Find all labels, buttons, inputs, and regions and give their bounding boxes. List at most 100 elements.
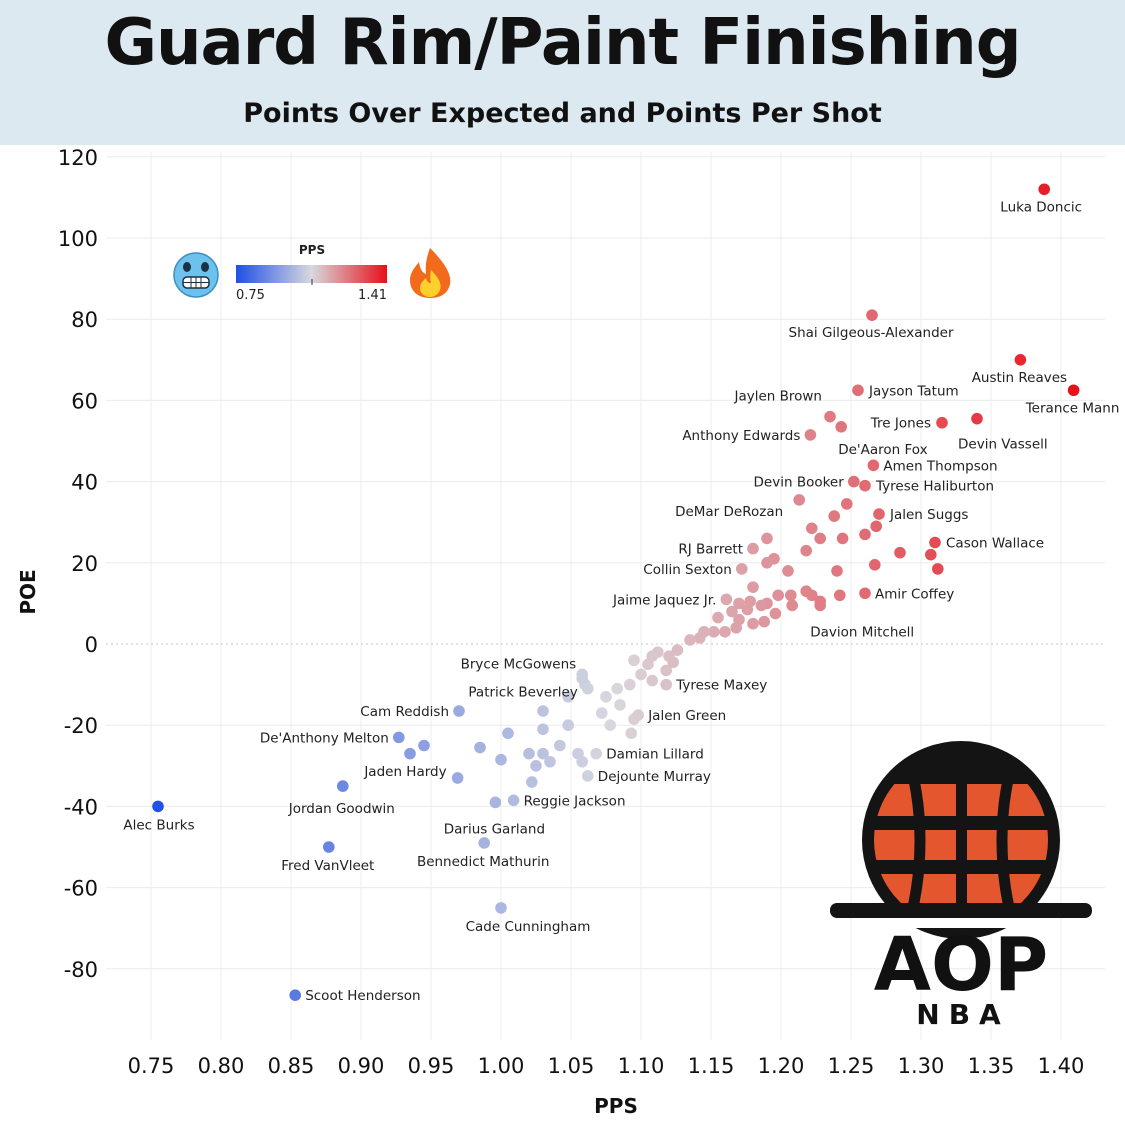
player-label: Bryce McGowens: [461, 656, 577, 672]
player-point: [932, 563, 944, 575]
player-label: RJ Barrett: [678, 542, 743, 558]
player-point: [694, 632, 706, 644]
logo-main-text: AOP: [874, 922, 1048, 1008]
chart-subtitle: Points Over Expected and Points Per Shot: [243, 98, 882, 129]
player-point: [814, 599, 826, 612]
player-point: [835, 420, 847, 433]
player-point: [869, 559, 881, 571]
player-point: [474, 741, 486, 754]
player-point: [600, 690, 612, 703]
player-point: [502, 727, 514, 740]
y-tick-label: 40: [71, 471, 98, 495]
y-axis-label: POE: [16, 569, 40, 614]
player-label: Scoot Henderson: [305, 988, 420, 1004]
player-point: [824, 410, 836, 423]
player-label: Darius Garland: [444, 821, 545, 837]
player-point: [614, 699, 626, 711]
point-labels: Luka Doncic Shai Gilgeous-Alexander Austin…: [123, 199, 1119, 1004]
player-point: [624, 678, 636, 691]
player-label: Devin Vassell: [958, 437, 1048, 453]
player-point: [720, 593, 733, 606]
player-point: [393, 731, 405, 744]
legend-min-label: 0.75: [236, 288, 265, 303]
x-tick-label: 1.25: [828, 1054, 875, 1078]
y-tick-label: -40: [64, 795, 98, 819]
player-point: [894, 546, 906, 559]
player-point: [866, 309, 878, 321]
player-point: [495, 902, 507, 914]
x-tick-label: 0.80: [198, 1054, 245, 1078]
player-point: [582, 682, 594, 695]
legend-max-label: 1.41: [358, 288, 387, 303]
player-point: [152, 800, 164, 813]
player-point: [859, 479, 871, 492]
player-point: [604, 719, 616, 731]
player-point: [971, 412, 983, 425]
player-point: [852, 384, 864, 397]
y-tick-label: -20: [64, 714, 98, 738]
player-point: [834, 589, 846, 602]
player-label: De'Anthony Melton: [260, 730, 389, 746]
player-point: [719, 626, 731, 638]
player-point: [660, 664, 672, 677]
player-point: [831, 565, 843, 577]
player-label: Jaylen Brown: [733, 389, 822, 405]
player-point: [712, 611, 724, 624]
player-point: [660, 678, 672, 691]
y-tick-label: 60: [71, 389, 98, 413]
player-point: [873, 508, 885, 520]
y-tick-label: 120: [58, 146, 98, 170]
player-point: [289, 989, 302, 1001]
player-label: Jalen Green: [647, 708, 726, 724]
player-point: [523, 747, 535, 760]
cold-face-emoji-icon: [173, 252, 219, 298]
player-point: [859, 528, 871, 541]
header-band: [0, 0, 1125, 145]
x-tick-label: 1.15: [688, 1054, 735, 1078]
player-point: [453, 705, 465, 717]
x-tick-label: 1.30: [898, 1054, 945, 1078]
x-tick-label: 1.35: [968, 1054, 1015, 1078]
player-label: Jaime Jaquez Jr.: [612, 592, 716, 608]
player-point: [747, 542, 759, 555]
player-point: [769, 607, 782, 620]
player-point: [800, 544, 812, 557]
player-point: [785, 589, 797, 602]
player-point: [451, 772, 464, 784]
player-label: Cam Reddish: [360, 704, 449, 720]
aop-nba-logo: AOP NBA: [830, 741, 1092, 1031]
player-point: [936, 416, 948, 429]
player-point: [537, 723, 549, 736]
player-point: [530, 760, 542, 772]
player-point: [576, 668, 588, 681]
x-tick-label: 0.90: [338, 1054, 385, 1078]
legend-gradient-bar: [236, 265, 387, 283]
player-point: [736, 563, 748, 575]
player-point: [596, 707, 608, 719]
player-label: Anthony Edwards: [682, 428, 800, 444]
player-label: Cade Cunningham: [466, 919, 591, 935]
player-point: [625, 727, 637, 740]
player-point: [667, 656, 679, 669]
player-label: Davion Mitchell: [810, 624, 914, 640]
player-point: [867, 459, 880, 472]
player-label: Tre Jones: [870, 416, 931, 432]
player-point: [646, 674, 658, 687]
player-point: [628, 654, 640, 667]
player-point: [646, 650, 658, 662]
x-tick-label: 1.10: [618, 1054, 665, 1078]
player-point: [632, 709, 644, 721]
player-point: [836, 532, 849, 545]
x-axis-label: PPS: [594, 1094, 638, 1118]
player-point: [804, 429, 817, 441]
chart-title: Guard Rim/Paint Finishing: [104, 6, 1021, 80]
player-label: Cason Wallace: [946, 536, 1044, 552]
x-tick-label: 1.00: [478, 1054, 525, 1078]
player-label: Jayson Tatum: [868, 383, 959, 399]
y-tick-label: 80: [71, 308, 98, 332]
player-label: Jordan Goodwin: [288, 801, 395, 817]
y-tick-label: 0: [85, 633, 98, 657]
player-point: [772, 589, 784, 602]
plot-background: [0, 145, 1125, 1130]
